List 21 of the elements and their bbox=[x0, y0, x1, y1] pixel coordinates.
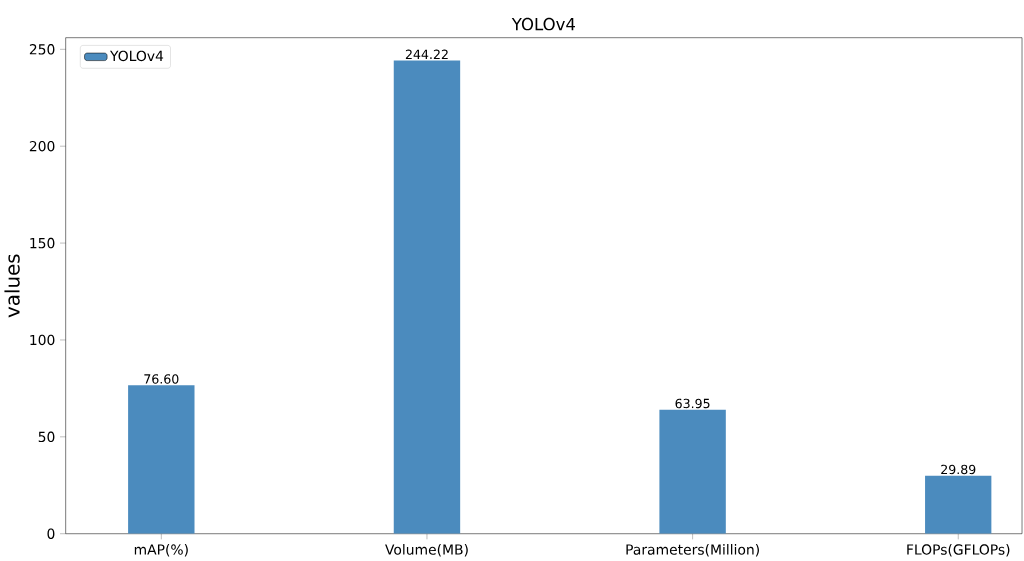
bar bbox=[393, 60, 461, 534]
x-tick-label: Parameters(Million) bbox=[626, 544, 759, 557]
y-tick-label: 150 bbox=[30, 237, 55, 249]
data-label: 29.89 bbox=[941, 464, 976, 475]
y-tick-label: 250 bbox=[29, 44, 55, 55]
bar bbox=[659, 409, 726, 534]
chart-title: YOLOv4 bbox=[511, 17, 575, 31]
y-tick-label: 200 bbox=[29, 141, 55, 152]
x-tick-label: FLOPs(GFLOPs) bbox=[907, 544, 1010, 557]
data-label: 76.60 bbox=[144, 374, 179, 384]
y-tick-label: 50 bbox=[38, 431, 55, 443]
x-tick-label: mAP(%) bbox=[134, 544, 188, 557]
bar bbox=[128, 385, 195, 534]
legend-label: YOLOv4 bbox=[109, 50, 164, 62]
data-label: 63.95 bbox=[675, 398, 710, 409]
data-label: 244.22 bbox=[405, 49, 448, 59]
x-tick-label: Volume(MB) bbox=[385, 544, 468, 557]
y-tick-label: 100 bbox=[30, 334, 55, 346]
bar bbox=[925, 475, 992, 534]
y-tick-label: 0 bbox=[47, 528, 55, 540]
y-axis-title: values bbox=[4, 254, 20, 318]
